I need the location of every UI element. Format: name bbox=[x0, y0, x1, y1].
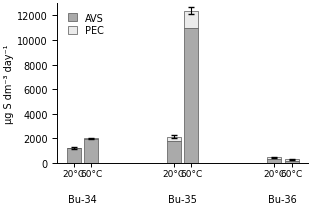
Text: Bu-35: Bu-35 bbox=[168, 194, 197, 204]
Bar bbox=[184, 11, 198, 29]
Bar bbox=[67, 148, 81, 149]
Bar bbox=[67, 149, 81, 163]
Bar bbox=[285, 160, 299, 161]
Bar bbox=[285, 161, 299, 163]
Text: Bu-34: Bu-34 bbox=[68, 194, 97, 204]
Text: Bu-36: Bu-36 bbox=[268, 194, 297, 204]
Bar bbox=[167, 137, 181, 142]
Bar bbox=[84, 139, 98, 163]
Legend: AVS, PEC: AVS, PEC bbox=[65, 11, 107, 39]
Y-axis label: μg S dm⁻³ day⁻¹: μg S dm⁻³ day⁻¹ bbox=[4, 44, 14, 123]
Bar bbox=[267, 158, 281, 159]
Bar bbox=[167, 142, 181, 163]
Bar bbox=[267, 159, 281, 163]
Bar bbox=[184, 29, 198, 163]
